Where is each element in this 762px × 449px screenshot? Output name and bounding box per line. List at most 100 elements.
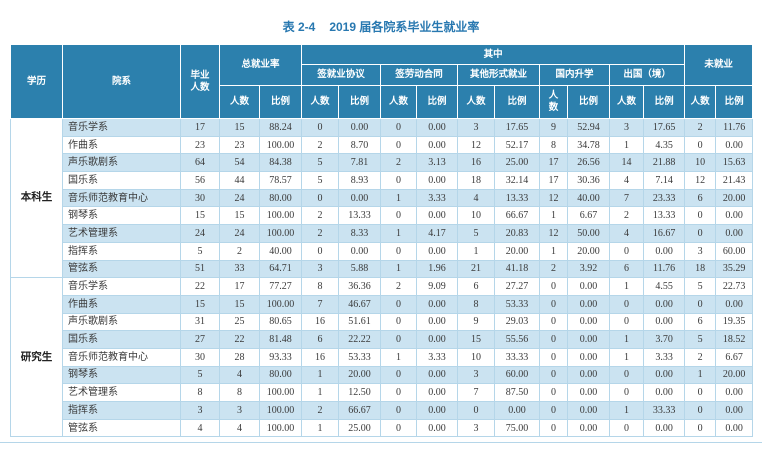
department-cell: 管弦系 <box>62 259 181 279</box>
subcol-other-ratio: 比例 <box>494 85 541 119</box>
value-cell: 2 <box>684 347 717 367</box>
value-cell: 4.35 <box>643 135 686 155</box>
value-cell: 0.00 <box>567 365 611 385</box>
value-cell: 26.56 <box>567 153 611 173</box>
department-cell: 音乐学系 <box>62 277 181 296</box>
value-cell: 52.94 <box>567 118 611 137</box>
value-cell: 56 <box>180 171 220 190</box>
value-cell: 11.76 <box>643 259 686 279</box>
value-cell: 20.00 <box>338 365 382 385</box>
value-cell: 0.00 <box>567 330 611 349</box>
table-header: 学历 院系 毕业 人数 总就业率 其中 未就业 签就业协议 签劳动合同 其他形式… <box>10 44 754 119</box>
value-cell: 0.00 <box>416 401 459 420</box>
value-cell: 30 <box>180 347 220 367</box>
value-cell: 33.33 <box>494 347 541 367</box>
value-cell: 0 <box>380 330 418 349</box>
value-cell: 1 <box>539 241 569 261</box>
page-footer-rule <box>0 442 762 443</box>
value-cell: 8.70 <box>338 135 382 155</box>
col-header-labor-contract: 签劳动合同 <box>380 64 459 86</box>
value-cell: 27.27 <box>494 277 541 296</box>
value-cell: 0.00 <box>643 383 686 402</box>
value-cell: 20.00 <box>715 365 754 385</box>
value-cell: 0 <box>380 171 418 190</box>
value-cell: 0 <box>539 418 569 438</box>
value-cell: 51.61 <box>338 312 382 332</box>
value-cell: 0 <box>380 118 418 137</box>
value-cell: 0 <box>380 401 418 420</box>
value-cell: 1 <box>301 383 340 402</box>
value-cell: 30 <box>180 188 220 208</box>
table-row: 指挥系 5 2 40.00 0 0.00 0 0.00 1 20.00 1 20.00 0 0.00 3 60… <box>11 241 754 261</box>
value-cell: 0.00 <box>416 365 459 385</box>
table-body: 本科生 音乐学系 17 15 88.24 0 0.00 0 0.00 3 17.65 9 52.94 3 1… <box>10 117 754 438</box>
value-cell: 2 <box>380 153 418 173</box>
value-cell: 0.00 <box>567 312 611 332</box>
value-cell: 31 <box>180 312 220 332</box>
department-cell: 艺术管理系 <box>62 224 181 243</box>
department-cell: 音乐师范教育中心 <box>62 188 181 208</box>
value-cell: 1.96 <box>416 259 459 279</box>
value-cell: 20.00 <box>715 188 754 208</box>
value-cell: 33 <box>219 259 260 279</box>
value-cell: 0 <box>539 383 569 402</box>
value-cell: 66.67 <box>338 401 382 420</box>
value-cell: 0 <box>609 241 645 261</box>
value-cell: 22.22 <box>338 330 382 349</box>
value-cell: 0 <box>301 118 340 137</box>
value-cell: 30.36 <box>567 171 611 190</box>
value-cell: 15 <box>219 294 260 314</box>
subcol-domestic-ratio: 比例 <box>567 85 611 119</box>
department-cell: 声乐歌剧系 <box>62 312 181 332</box>
value-cell: 5 <box>457 224 496 243</box>
subcol-other-count: 人数 <box>457 85 496 119</box>
value-cell: 4.55 <box>643 277 686 296</box>
value-cell: 0.00 <box>567 294 611 314</box>
value-cell: 1 <box>380 347 418 367</box>
value-cell: 3.33 <box>643 347 686 367</box>
value-cell: 0 <box>301 188 340 208</box>
value-cell: 21 <box>457 259 496 279</box>
value-cell: 80.00 <box>258 365 303 385</box>
value-cell: 0.00 <box>416 171 459 190</box>
value-cell: 0.00 <box>715 383 754 402</box>
value-cell: 16 <box>301 312 340 332</box>
value-cell: 40.00 <box>567 188 611 208</box>
department-cell: 作曲系 <box>62 135 181 155</box>
value-cell: 75.00 <box>494 418 541 438</box>
value-cell: 0.00 <box>643 241 686 261</box>
value-cell: 6.67 <box>715 347 754 367</box>
value-cell: 16 <box>301 347 340 367</box>
value-cell: 5 <box>684 277 717 296</box>
value-cell: 1 <box>539 206 569 226</box>
table-row: 国乐系 27 22 81.48 6 22.22 0 0.00 15 55.56 0 0.00 1 3.70… <box>11 330 754 349</box>
department-cell: 指挥系 <box>62 401 181 420</box>
value-cell: 0 <box>609 312 645 332</box>
subcol-contract-count: 人数 <box>380 85 418 119</box>
value-cell: 6 <box>684 312 717 332</box>
value-cell: 3.13 <box>416 153 459 173</box>
value-cell: 1 <box>380 259 418 279</box>
value-cell: 10 <box>457 206 496 226</box>
value-cell: 0 <box>301 241 340 261</box>
value-cell: 3 <box>609 118 645 137</box>
value-cell: 0.00 <box>338 241 382 261</box>
value-cell: 40.00 <box>258 241 303 261</box>
value-cell: 20.83 <box>494 224 541 243</box>
value-cell: 7.14 <box>643 171 686 190</box>
col-header-total-employment-rate: 总就业率 <box>218 44 303 86</box>
value-cell: 17.65 <box>643 118 686 137</box>
value-cell: 17 <box>539 171 569 190</box>
value-cell: 64.71 <box>258 259 303 279</box>
value-cell: 20.00 <box>567 241 611 261</box>
subcol-contract-ratio: 比例 <box>416 85 459 119</box>
value-cell: 9 <box>457 312 496 332</box>
value-cell: 1 <box>609 277 645 296</box>
value-cell: 12 <box>684 171 717 190</box>
value-cell: 0.00 <box>338 188 382 208</box>
value-cell: 27 <box>180 330 220 349</box>
value-cell: 22 <box>180 277 220 296</box>
value-cell: 64 <box>180 153 220 173</box>
table-row: 钢琴系 15 15 100.00 2 13.33 0 0.00 10 66.67 1 6.67 2 13.… <box>11 206 754 226</box>
value-cell: 2 <box>301 401 340 420</box>
